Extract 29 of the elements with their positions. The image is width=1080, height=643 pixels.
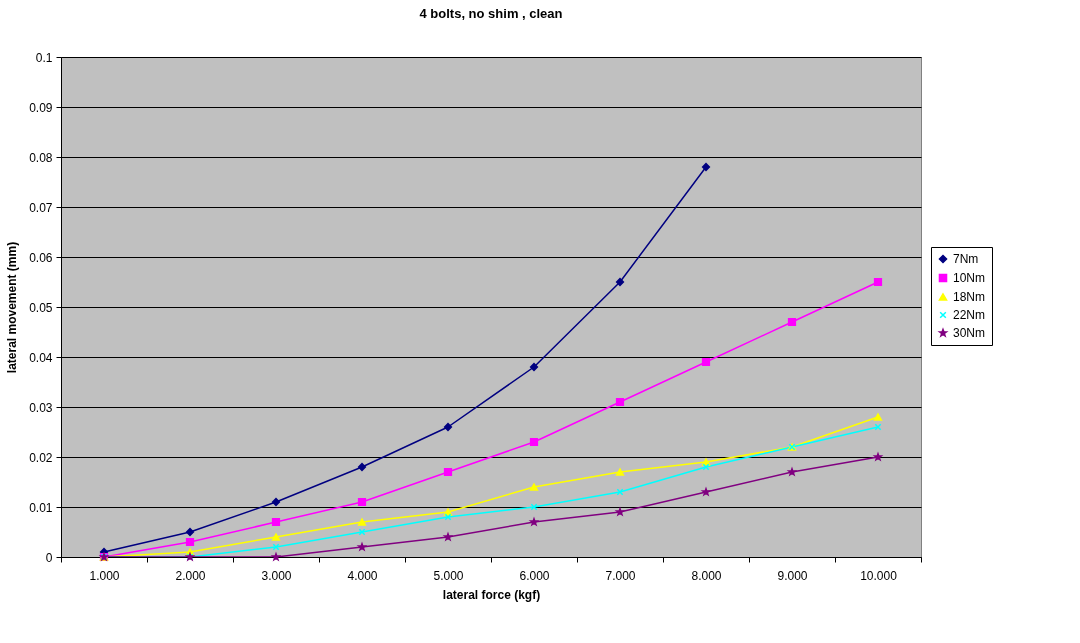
- y-tick-label: 0.01: [29, 500, 53, 515]
- x-tick-label: 5.000: [433, 568, 464, 583]
- x-tick-label: 1.000: [89, 568, 120, 583]
- legend-label: 30Nm: [953, 326, 986, 340]
- y-tick-label: 0.09: [29, 100, 53, 115]
- x-tick-label: 8.000: [691, 568, 722, 583]
- x-tick-label: 2.000: [175, 568, 206, 583]
- x-tick-label: 4.000: [347, 568, 378, 583]
- x-axis-title: lateral force (kgf): [442, 587, 541, 602]
- legend-label: 22Nm: [953, 308, 986, 322]
- y-tick-label: 0.05: [29, 300, 53, 315]
- x-tick-label: 9.000: [777, 568, 808, 583]
- y-tick-label: 0: [45, 550, 53, 565]
- chart-title: 4 bolts, no shim , clean: [419, 6, 563, 21]
- y-tick-label: 0.03: [29, 400, 53, 415]
- x-tick-label: 3.000: [261, 568, 292, 583]
- y-tick-label: 0.1: [35, 50, 53, 65]
- x-tick-label: 7.000: [605, 568, 636, 583]
- y-tick-label: 0.06: [29, 250, 53, 265]
- y-tick-label: 0.07: [29, 200, 53, 215]
- y-axis-title: lateral movement (mm): [5, 241, 20, 374]
- legend-label: 7Nm: [953, 252, 979, 266]
- x-tick-label: 10.000: [860, 568, 898, 583]
- y-tick-label: 0.08: [29, 150, 53, 165]
- x-tick-label: 6.000: [519, 568, 550, 583]
- legend-label: 10Nm: [953, 271, 986, 285]
- legend-label: 18Nm: [953, 290, 986, 304]
- y-tick-label: 0.04: [29, 350, 53, 365]
- y-tick-label: 0.02: [29, 450, 53, 465]
